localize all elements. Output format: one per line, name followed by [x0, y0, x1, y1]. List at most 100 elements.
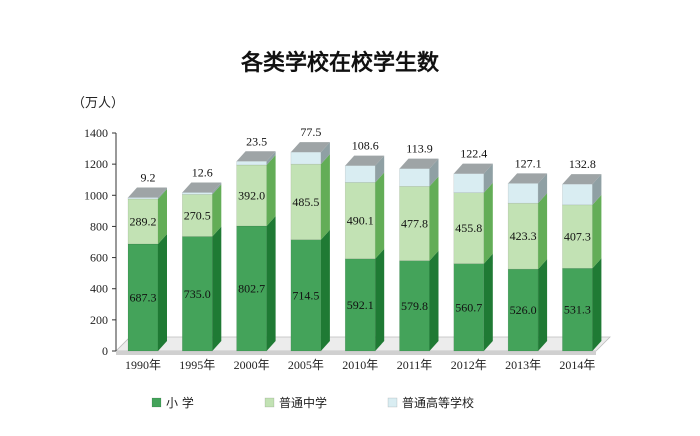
- bar-segment-side: [375, 172, 385, 259]
- bar-segment-side: [320, 229, 330, 351]
- bar-segment: [344, 165, 376, 183]
- x-tick-label: 2005年: [288, 358, 324, 372]
- bar-segment: [236, 225, 267, 352]
- x-tick-label: 2000年: [234, 358, 270, 372]
- bar-segment-side: [592, 258, 602, 351]
- bar-segment: [399, 260, 430, 352]
- x-tick-label: 2010年: [342, 358, 378, 372]
- value-label: 127.1: [515, 156, 542, 170]
- floor-front: [116, 351, 596, 355]
- x-tick-label: 2011年: [397, 358, 433, 372]
- legend-swatch: [151, 397, 162, 408]
- x-tick-label: 2013年: [505, 358, 541, 372]
- legend-label: 普通中学: [279, 395, 327, 410]
- bar-segment: [236, 161, 267, 166]
- bar-top-face: [453, 163, 493, 174]
- x-tick-label: 2012年: [451, 358, 487, 372]
- y-tick-label: 200: [90, 313, 108, 327]
- bar-segment-side: [212, 182, 222, 195]
- bar-segment: [453, 263, 485, 352]
- bar-segment-side: [266, 151, 276, 165]
- bar-top-face: [128, 187, 167, 198]
- bar-segment: [127, 197, 159, 200]
- bar-segment-side: [212, 184, 222, 237]
- bar-segment: [562, 268, 593, 352]
- bar-segment: [562, 204, 593, 269]
- bar-segment-side: [375, 155, 385, 183]
- bar-segment: [344, 182, 376, 260]
- value-label: 392.0: [238, 188, 265, 202]
- value-label: 455.8: [455, 221, 482, 235]
- value-label: 12.6: [192, 165, 213, 179]
- bar-segment: [507, 202, 539, 270]
- x-tick-label: 2014年: [559, 358, 595, 372]
- bar-segment: [182, 192, 213, 195]
- bar-segment: [453, 173, 485, 193]
- bar-segment-side: [375, 248, 385, 351]
- bar-segment-side: [592, 174, 602, 205]
- bar-top-face: [236, 151, 276, 162]
- x-axis-labels: 1990年 1995年 2000年 2005年 2010年 2011年 2012年 2013年…: [125, 358, 595, 372]
- bar-segment-side: [538, 173, 548, 204]
- bar-segment-side: [158, 188, 167, 244]
- value-label: 9.2: [141, 171, 156, 185]
- bar-segment-side: [429, 176, 439, 261]
- bar-segment-side: [429, 250, 439, 351]
- bars: [127, 142, 602, 352]
- bar-segment-side: [158, 187, 167, 199]
- value-label: 531.3: [564, 303, 591, 317]
- bar-segment-side: [538, 259, 548, 351]
- bar-segment: [507, 183, 539, 204]
- bar-segment: [507, 268, 539, 352]
- x-tick-label: 1990年: [125, 358, 161, 372]
- value-labels: 687.3 289.2 9.2 735.0 270.5 12.6 802.7 392.0 23.…: [130, 125, 596, 317]
- bar-segment: [399, 168, 430, 187]
- value-label: 485.5: [292, 195, 319, 209]
- value-label: 687.3: [130, 290, 157, 304]
- y-tick-label: 600: [90, 251, 108, 265]
- bar-top-face: [182, 182, 222, 193]
- legend-label: 普通高等学校: [402, 395, 474, 410]
- bar-top-face: [290, 142, 330, 153]
- value-label: 113.9: [406, 142, 433, 156]
- bar-segment: [236, 164, 267, 227]
- bar-top-face: [345, 155, 385, 166]
- value-label: 423.3: [510, 229, 537, 243]
- bar-segment-side: [320, 154, 330, 240]
- value-label: 490.1: [347, 214, 374, 228]
- bar-segment: [562, 183, 593, 206]
- bar-segment: [290, 163, 322, 240]
- legend-swatch: [387, 397, 398, 408]
- y-tick-label: 1200: [84, 157, 108, 171]
- value-label: 802.7: [238, 282, 265, 296]
- bar-segment: [182, 236, 213, 352]
- value-label: 108.6: [352, 139, 379, 153]
- legend: 小 学 普通中学 普通高等学校: [151, 395, 474, 410]
- bar-segment-side: [266, 216, 276, 351]
- bar-segment-side: [212, 226, 222, 351]
- bar-segment-side: [320, 142, 330, 165]
- value-label: 270.5: [184, 208, 211, 222]
- bar-segment-side: [266, 154, 276, 227]
- value-label: 289.2: [130, 214, 157, 228]
- value-label: 407.3: [564, 230, 591, 244]
- legend-label: 小 学: [166, 395, 194, 410]
- y-tick-label: 800: [90, 219, 108, 233]
- value-label: 714.5: [292, 288, 319, 302]
- bar-segment: [290, 151, 322, 165]
- bar-segment-side: [483, 253, 493, 351]
- bar-segment-side: [483, 163, 493, 193]
- bar-segment: [290, 239, 322, 352]
- y-tick-label: 1000: [84, 188, 108, 202]
- bar-segment: [344, 258, 376, 352]
- bar-segment-side: [429, 158, 439, 187]
- bar-segment: [399, 186, 430, 261]
- value-label: 77.5: [300, 125, 321, 139]
- legend-swatch: [264, 397, 275, 408]
- bar-top-face: [508, 173, 548, 184]
- value-label: 122.4: [460, 147, 487, 161]
- value-label: 592.1: [347, 298, 374, 312]
- value-label: 477.8: [401, 217, 428, 231]
